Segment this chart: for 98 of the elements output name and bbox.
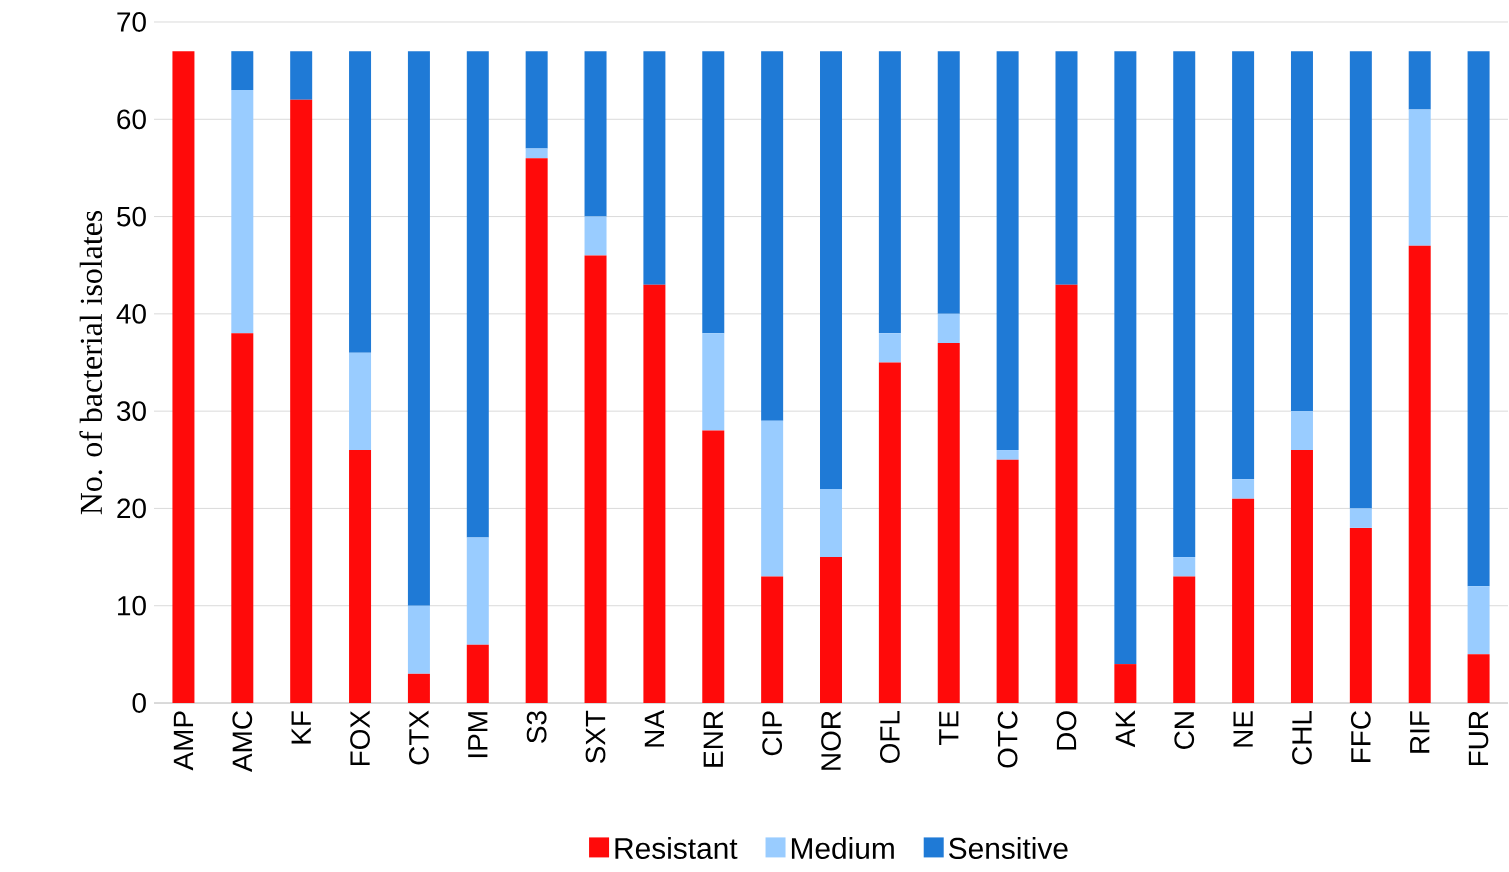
bar	[996, 51, 1019, 451]
x-tick-label: CTX	[409, 710, 429, 765]
bar	[1349, 51, 1372, 509]
legend-label: Medium	[791, 837, 894, 860]
bar	[466, 644, 489, 703]
bar	[996, 450, 1019, 460]
x-tick-label: CHL	[1292, 710, 1312, 765]
bar	[878, 333, 901, 363]
y-tick-label: 0	[132, 693, 146, 713]
x-tick-label: AMC	[232, 711, 253, 772]
bar	[1408, 109, 1431, 246]
bar	[1055, 284, 1078, 703]
bar	[1173, 576, 1196, 703]
bar	[1349, 527, 1372, 703]
bar	[937, 343, 960, 703]
x-tick-label: CN	[1174, 712, 1195, 749]
x-tick-label: FOX	[350, 710, 370, 766]
y-axis-title: No. of bacterial isolates	[79, 210, 103, 515]
bar	[290, 99, 313, 703]
bar	[761, 51, 784, 421]
x-tick-label: CIP	[762, 711, 783, 756]
bar	[231, 51, 254, 91]
bar	[820, 557, 843, 703]
bar	[937, 51, 960, 314]
x-tick-label: ENR	[703, 711, 723, 767]
bar	[1408, 51, 1431, 110]
bar	[525, 51, 548, 149]
x-tick-label: IPM	[468, 712, 488, 758]
bar	[231, 90, 254, 334]
x-tick-label: DO	[1056, 711, 1077, 750]
bar	[1467, 51, 1490, 587]
bar	[584, 51, 607, 217]
x-tick-label: S3	[526, 711, 547, 743]
bar	[1232, 498, 1255, 703]
x-tick-label: NOR	[821, 711, 841, 770]
bar	[584, 216, 607, 256]
bar	[1290, 411, 1313, 451]
bar	[349, 352, 372, 451]
bar	[1055, 51, 1078, 285]
bar	[1467, 586, 1490, 655]
y-tick-label: 60	[117, 109, 146, 130]
bar	[407, 673, 430, 703]
legend-label: Sensitive	[949, 837, 1068, 860]
bar	[407, 605, 430, 674]
y-tick-label: 70	[117, 12, 146, 32]
bar	[1114, 664, 1137, 703]
bar	[231, 333, 254, 703]
x-tick-label: TE	[939, 711, 959, 746]
x-tick-label: RIF	[1410, 711, 1430, 753]
bar	[878, 51, 901, 334]
bar	[466, 51, 489, 538]
bar	[290, 51, 313, 100]
bar	[349, 51, 372, 353]
x-tick-label: NE	[1233, 711, 1253, 747]
x-tick-label: OTC	[997, 711, 1018, 768]
bar	[1349, 508, 1372, 528]
x-tick-label: FUR	[1468, 711, 1489, 766]
bar	[937, 313, 960, 344]
bar	[407, 51, 430, 606]
bar	[761, 576, 784, 703]
bar	[1232, 51, 1255, 480]
y-tick-label: 40	[116, 303, 146, 324]
legend-label: Resistant	[615, 837, 738, 860]
x-tick-label: AK	[1115, 710, 1135, 748]
bar	[1408, 245, 1431, 703]
bar	[525, 158, 548, 703]
bar	[1173, 51, 1196, 558]
bar	[643, 51, 666, 285]
x-tick-label: OFL	[879, 710, 900, 763]
bar	[466, 537, 489, 645]
bar	[1467, 654, 1490, 703]
bar	[1232, 479, 1255, 499]
bar	[584, 255, 607, 703]
bar	[878, 362, 901, 703]
bar	[1114, 51, 1137, 665]
y-tick-label: 10	[118, 595, 146, 616]
x-tick-label: KF	[291, 711, 311, 744]
bar	[1290, 450, 1313, 703]
bar	[643, 284, 666, 703]
x-tick-label: SXT	[585, 710, 606, 764]
y-tick-label: 20	[117, 498, 146, 519]
y-tick-label: 30	[117, 401, 146, 422]
y-tick-label: 50	[117, 206, 146, 227]
bar	[820, 488, 843, 558]
x-tick-label: NA	[644, 710, 664, 747]
bar	[349, 450, 372, 703]
bar	[172, 51, 195, 703]
bar	[996, 459, 1019, 703]
bar	[702, 333, 725, 431]
bar	[525, 148, 548, 159]
bar	[1290, 51, 1313, 412]
bar	[1173, 557, 1196, 577]
x-tick-label: FFC	[1350, 711, 1371, 762]
bar	[702, 51, 725, 334]
bar	[702, 430, 725, 703]
bar	[761, 420, 784, 577]
bar	[820, 51, 843, 489]
x-tick-label: AMP	[173, 711, 194, 771]
